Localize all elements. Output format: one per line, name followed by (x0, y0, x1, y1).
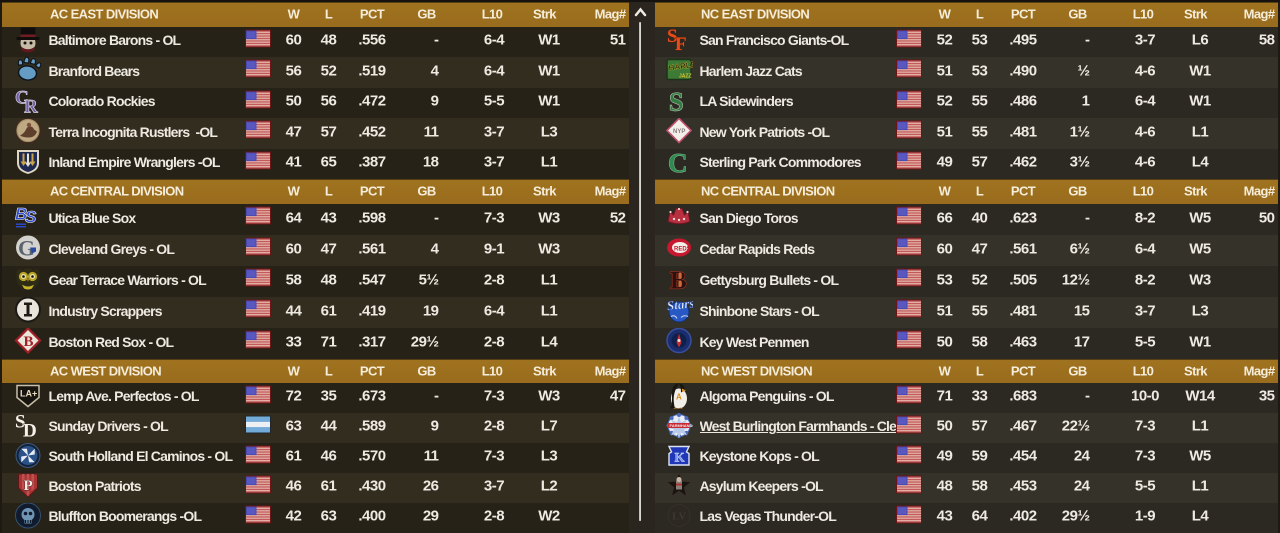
svg-text:REDS: REDS (674, 247, 691, 253)
svg-text:G: G (18, 236, 35, 261)
svg-text:D: D (23, 420, 37, 439)
svg-text:A: A (676, 392, 682, 401)
svg-text:F: F (675, 34, 687, 54)
svg-text:S: S (667, 27, 678, 47)
svg-text:P: P (24, 478, 33, 494)
svg-text:NYP: NYP (673, 129, 685, 135)
svg-text:LV: LV (672, 510, 686, 522)
svg-text:B: B (15, 205, 27, 224)
svg-text:K: K (675, 449, 686, 464)
svg-text:Stars: Stars (666, 297, 693, 314)
svg-text:S: S (15, 413, 26, 433)
svg-text:LA+: LA+ (20, 388, 37, 398)
svg-text:R: R (24, 96, 38, 114)
svg-text:S: S (25, 208, 37, 227)
svg-text:C: C (15, 88, 29, 109)
svg-text:FARMHANDS: FARMHANDS (670, 423, 694, 428)
svg-text:B: B (670, 268, 687, 293)
svg-text:B: B (24, 334, 34, 350)
svg-text:S: S (669, 88, 683, 115)
svg-text:C: C (668, 149, 688, 176)
svg-text:JAZZ: JAZZ (679, 74, 692, 80)
